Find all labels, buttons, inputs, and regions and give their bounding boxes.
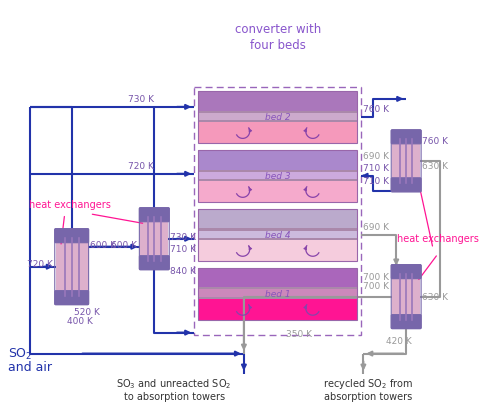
FancyBboxPatch shape [56,238,88,296]
Bar [198,240,357,261]
Bar [198,209,357,261]
Bar [198,299,357,320]
Bar [198,121,357,123]
Text: bed 3: bed 3 [265,171,291,180]
Bar [198,111,357,123]
Bar [198,268,357,288]
Text: 720 K: 720 K [27,260,53,269]
FancyBboxPatch shape [392,274,420,320]
FancyBboxPatch shape [391,315,421,329]
Text: heat exchangers: heat exchangers [397,233,479,243]
Text: 710 K: 710 K [363,177,389,186]
Bar [198,229,357,231]
Text: bed 2: bed 2 [265,113,291,121]
Text: 700 K: 700 K [363,273,389,281]
Bar [198,229,357,240]
Text: 760 K: 760 K [422,137,448,146]
Text: 690 K: 690 K [363,152,389,161]
Text: 630 K: 630 K [422,162,448,171]
Text: heat exchangers: heat exchangers [29,199,111,209]
Text: 520 K: 520 K [74,307,99,316]
Text: 730 K: 730 K [128,95,154,104]
FancyBboxPatch shape [139,256,169,270]
Bar [198,170,357,181]
Text: 700 K: 700 K [364,281,390,290]
Bar [198,179,357,181]
FancyBboxPatch shape [391,178,421,192]
Text: 420 K: 420 K [386,336,412,345]
FancyBboxPatch shape [392,139,420,183]
Bar [198,92,357,143]
Text: 760 K: 760 K [364,104,390,113]
FancyBboxPatch shape [55,229,89,243]
Text: 630 K: 630 K [422,292,448,301]
Bar [198,181,357,202]
Bar [198,209,357,229]
Text: 730 K: 730 K [170,232,196,242]
Text: 600 K: 600 K [111,241,137,249]
Text: 710 K: 710 K [170,245,196,254]
FancyBboxPatch shape [391,265,421,279]
Text: 350 K: 350 K [286,329,312,338]
Text: 600 K: 600 K [90,241,116,249]
Bar [198,92,357,111]
Text: bed 1: bed 1 [265,289,291,298]
Text: recycled SO$_2$ from
absorption towers: recycled SO$_2$ from absorption towers [323,376,414,401]
Bar [194,87,362,335]
Text: bed 4: bed 4 [265,230,291,239]
FancyBboxPatch shape [55,291,89,305]
Text: 840 K: 840 K [170,266,196,275]
Text: and air: and air [8,360,52,373]
FancyBboxPatch shape [391,130,421,145]
Bar [198,170,357,172]
Text: SO$_2$: SO$_2$ [8,346,32,361]
Text: SO$_3$ and unreacted SO$_2$
to absorption towers: SO$_3$ and unreacted SO$_2$ to absorptio… [117,376,232,401]
Text: 690 K: 690 K [364,222,390,231]
Bar [198,111,357,113]
FancyBboxPatch shape [139,208,169,222]
Bar [198,123,357,143]
Bar [198,150,357,170]
Bar [198,268,357,320]
Bar [198,288,357,290]
Text: 400 K: 400 K [67,316,93,325]
Bar [198,150,357,202]
Text: converter with
four beds: converter with four beds [235,23,321,52]
Text: 710 K: 710 K [364,163,390,173]
Text: 720 K: 720 K [128,162,154,171]
FancyBboxPatch shape [140,217,168,261]
Bar [198,288,357,299]
Bar [198,238,357,240]
Bar [198,297,357,299]
